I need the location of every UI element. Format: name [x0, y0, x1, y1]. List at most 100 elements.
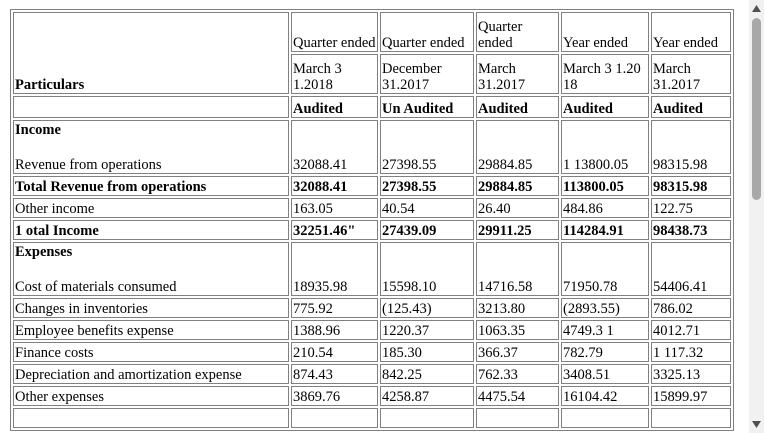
total-revenue-value: 29884.85	[476, 176, 559, 196]
col4-date: March 3 1.20 18	[561, 54, 649, 94]
scroll-down-button[interactable]	[749, 416, 764, 433]
revenue-value: 98315.98	[651, 120, 731, 174]
expense-label: Finance costs	[13, 342, 289, 362]
expense-value: 4012.71	[651, 320, 731, 340]
revenue-value: 1 13800.05	[561, 120, 649, 174]
expenses-heading: Expenses	[15, 244, 73, 260]
revenue-value: 27398.55	[380, 120, 474, 174]
income-revenue-row: Income Revenue from operations 32088.41 …	[13, 120, 731, 174]
expenses-cost-row: Expenses Cost of materials consumed 1893…	[13, 242, 731, 296]
vertical-scrollbar[interactable]	[749, 0, 764, 433]
revenue-value: 29884.85	[476, 120, 559, 174]
table-row	[13, 408, 731, 428]
cut-off-cell	[476, 408, 559, 428]
table-row: Changes in inventories 775.92 (125.43) 3…	[13, 298, 731, 318]
total-income-value: 98438.73	[651, 220, 731, 240]
col3-status: Audited	[476, 96, 559, 118]
status-blank-cell	[13, 96, 289, 118]
other-income-value: 40.54	[380, 198, 474, 218]
col4-period: Year ended	[561, 12, 649, 52]
expense-label: Other expenses	[13, 386, 289, 406]
expense-value: 3325.13	[651, 364, 731, 384]
table-row: Employee benefits expense 1388.96 1220.3…	[13, 320, 731, 340]
cut-off-cell	[291, 408, 378, 428]
total-revenue-value: 32088.41	[291, 176, 378, 196]
other-income-value: 484.86	[561, 198, 649, 218]
particulars-header: Particulars	[13, 12, 289, 94]
header-row-date: March 3 1.2018 December 31.2017 March 31…	[13, 54, 731, 94]
expense-value: 18935.98	[291, 242, 378, 296]
expense-value: 210.54	[291, 342, 378, 362]
expense-value: 366.37	[476, 342, 559, 362]
col3-date: March 31.2017	[476, 54, 559, 94]
expense-value: 16104.42	[561, 386, 649, 406]
other-income-row: Other income 163.05 40.54 26.40 484.86 1…	[13, 198, 731, 218]
col2-period: Quarter ended	[380, 12, 474, 52]
col3-period: Quarter ended	[476, 12, 559, 52]
expense-value: 782.79	[561, 342, 649, 362]
total-revenue-value: 98315.98	[651, 176, 731, 196]
other-income-value: 122.75	[651, 198, 731, 218]
expense-value: 3408.51	[561, 364, 649, 384]
expense-value: 874.43	[291, 364, 378, 384]
expense-value: (125.43)	[380, 298, 474, 318]
expense-label: Employee benefits expense	[13, 320, 289, 340]
expense-label: Changes in inventories	[13, 298, 289, 318]
total-revenue-value: 27398.55	[380, 176, 474, 196]
expense-value: (2893.55)	[561, 298, 649, 318]
expense-value: 185.30	[380, 342, 474, 362]
cut-off-cell	[380, 408, 474, 428]
other-income-value: 163.05	[291, 198, 378, 218]
expense-value: 786.02	[651, 298, 731, 318]
expense-value: 15598.10	[380, 242, 474, 296]
expenses-cell: Expenses Cost of materials consumed	[13, 242, 289, 296]
expense-value: 3869.76	[291, 386, 378, 406]
expense-value: 1388.96	[291, 320, 378, 340]
header-row-period: Particulars Quarter ended Quarter ended …	[13, 12, 731, 94]
col2-date: December 31.2017	[380, 54, 474, 94]
expense-value: 4475.54	[476, 386, 559, 406]
table-row: Depreciation and amortization expense 87…	[13, 364, 731, 384]
scrollbar-thumb[interactable]	[752, 18, 761, 200]
scroll-up-button[interactable]	[749, 0, 764, 17]
total-income-label: 1 otal Income	[13, 220, 289, 240]
col1-date: March 3 1.2018	[291, 54, 378, 94]
expense-label: Depreciation and amortization expense	[13, 364, 289, 384]
expense-value: 54406.41	[651, 242, 731, 296]
expense-value: 4749.3 1	[561, 320, 649, 340]
col5-date: March 31.2017	[651, 54, 731, 94]
other-income-value: 26.40	[476, 198, 559, 218]
revenue-value: 32088.41	[291, 120, 378, 174]
total-revenue-row: Total Revenue from operations 32088.41 2…	[13, 176, 731, 196]
income-heading: Income	[15, 122, 61, 138]
triangle-up-icon	[752, 5, 761, 12]
total-revenue-value: 113800.05	[561, 176, 649, 196]
total-income-value: 32251.46"	[291, 220, 378, 240]
expense-value: 1 117.32	[651, 342, 731, 362]
triangle-down-icon	[752, 421, 761, 428]
expense-value: 775.92	[291, 298, 378, 318]
income-cell: Income Revenue from operations	[13, 120, 289, 174]
expense-value: 15899.97	[651, 386, 731, 406]
total-income-row: 1 otal Income 32251.46" 27439.09 29911.2…	[13, 220, 731, 240]
header-row-status: Audited Un Audited Audited Audited Audit…	[13, 96, 731, 118]
expense-value: 1063.35	[476, 320, 559, 340]
expense-label: Cost of materials consumed	[15, 279, 177, 295]
col5-period: Year ended	[651, 12, 731, 52]
cut-off-cell	[561, 408, 649, 428]
table-row: Other expenses 3869.76 4258.87 4475.54 1…	[13, 386, 731, 406]
cut-off-cell	[13, 408, 289, 428]
cut-off-cell	[651, 408, 731, 428]
financial-results-table: Particulars Quarter ended Quarter ended …	[10, 9, 734, 431]
expense-value: 71950.78	[561, 242, 649, 296]
total-income-value: 27439.09	[380, 220, 474, 240]
total-income-value: 114284.91	[561, 220, 649, 240]
expense-value: 762.33	[476, 364, 559, 384]
expense-value: 3213.80	[476, 298, 559, 318]
other-income-label: Other income	[13, 198, 289, 218]
col1-status: Audited	[291, 96, 378, 118]
total-revenue-label: Total Revenue from operations	[13, 176, 289, 196]
total-income-value: 29911.25	[476, 220, 559, 240]
table-row: Finance costs 210.54 185.30 366.37 782.7…	[13, 342, 731, 362]
